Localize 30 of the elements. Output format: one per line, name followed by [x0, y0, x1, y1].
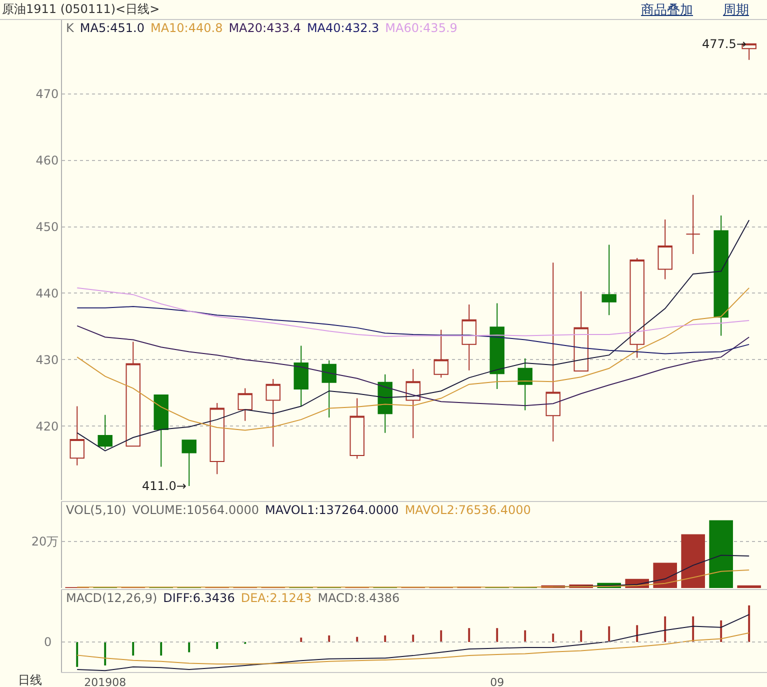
text: DIFF:6.3436 [163, 591, 235, 605]
text: DEA:2.1243 [240, 591, 312, 605]
annotation: VOL(5,10) [66, 503, 126, 517]
y-tick-label: 20万 [31, 534, 59, 548]
ref-line-label: 0 [44, 635, 52, 649]
y-tick-label: 450 [36, 220, 59, 234]
text: MACD(12,26,9) [66, 591, 158, 605]
text: MAVOL1:137264.0000 [265, 503, 399, 517]
text: MA20:433.4 [228, 21, 301, 35]
x-tick-label: 09 [490, 676, 504, 687]
text: MA10:440.8 [150, 21, 223, 35]
annotation: VOLUME:10564.0000 [132, 503, 260, 517]
text: 商品叠加 [641, 3, 693, 18]
annotation: 477.5→ [702, 37, 746, 51]
text: 周期 [723, 3, 749, 18]
y-tick-label: 470 [36, 87, 59, 101]
chart-title: 原油1911 (050111)<日线> [2, 1, 160, 18]
text: 日线 [18, 673, 42, 687]
y-tick-label: 440 [36, 286, 59, 300]
text: MACD:8.4386 [318, 591, 400, 605]
text: MA40:432.3 [306, 21, 380, 35]
text: MAVOL2:76536.4000 [404, 503, 531, 517]
y-tick-label: 430 [36, 352, 59, 367]
y-tick-label: 420 [36, 419, 59, 434]
y-tick-label: 460 [36, 153, 59, 168]
text: MA5:451.0 [80, 21, 144, 35]
text: MA60:435.9 [385, 21, 458, 35]
annotation: K [66, 21, 74, 35]
annotation: 411.0→ [142, 479, 186, 493]
x-tick-label: 201908 [84, 676, 126, 687]
